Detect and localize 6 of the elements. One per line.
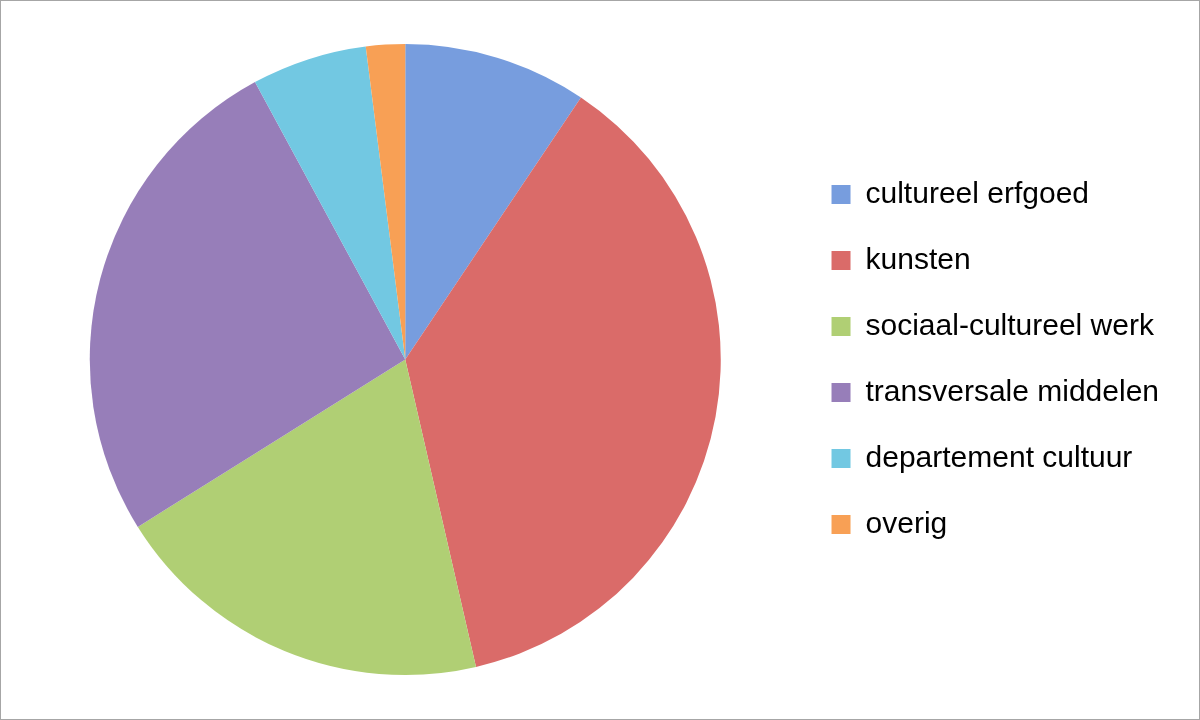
legend-label: transversale middelen xyxy=(865,373,1159,407)
legend-label: cultureel erfgoed xyxy=(865,175,1089,209)
legend-label: departement cultuur xyxy=(865,439,1133,473)
legend-label: overig xyxy=(865,505,948,539)
legend-label: kunsten xyxy=(865,241,971,275)
legend-label: sociaal-cultureel werk xyxy=(865,307,1155,341)
